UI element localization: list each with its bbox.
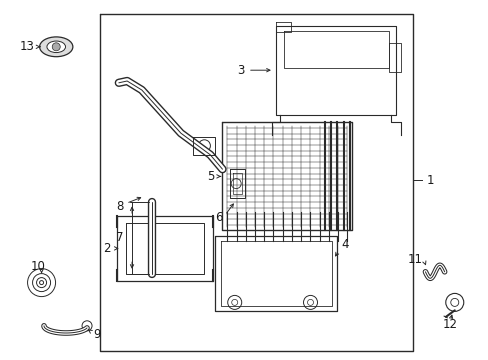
Text: 2: 2 [103,242,110,255]
Circle shape [52,43,60,51]
Text: 9: 9 [93,328,100,341]
Text: 6: 6 [215,211,222,224]
Text: 4: 4 [341,238,348,251]
Text: 7: 7 [116,231,123,244]
Ellipse shape [47,41,65,53]
Text: 10: 10 [30,260,45,273]
Text: 11: 11 [407,253,422,266]
Text: 1: 1 [426,174,433,186]
Text: 5: 5 [206,170,214,183]
Text: 3: 3 [237,64,244,77]
Text: 13: 13 [20,40,34,53]
Text: 8: 8 [116,201,123,213]
Text: 12: 12 [442,318,456,330]
Ellipse shape [40,37,73,57]
